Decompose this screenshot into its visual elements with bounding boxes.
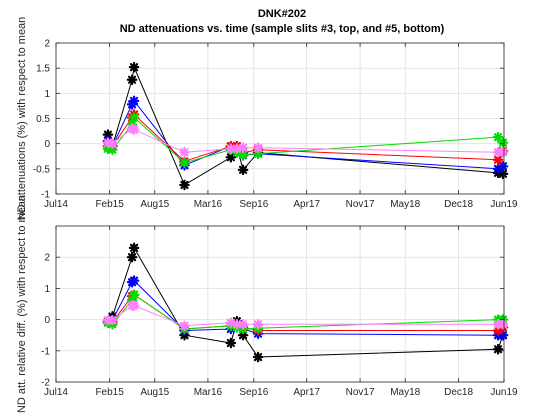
data-point xyxy=(252,142,264,153)
y-axis-label: ND att. relative diff. (%) with respect … xyxy=(16,195,28,413)
data-point xyxy=(128,242,140,254)
data-point xyxy=(252,318,264,330)
data-point xyxy=(492,343,504,355)
data-point xyxy=(128,275,140,286)
chart-title-line1: DNK#202 xyxy=(258,8,306,20)
plot-area xyxy=(56,226,504,382)
data-point xyxy=(225,337,237,349)
x-tick-label: Dec18 xyxy=(444,387,473,398)
data-point xyxy=(128,289,140,300)
x-tick-label: Mar16 xyxy=(194,387,223,398)
data-point xyxy=(107,144,118,156)
axes-box xyxy=(55,225,505,383)
data-point xyxy=(497,137,509,148)
y-tick-label: 0.5 xyxy=(36,114,50,125)
y-tick-label: 1 xyxy=(44,284,50,295)
x-tick-label: Feb15 xyxy=(95,199,124,210)
data-point xyxy=(179,320,190,332)
x-tick-label: Feb15 xyxy=(95,387,124,398)
x-tick-label: Aug15 xyxy=(140,387,169,398)
series-5 xyxy=(102,123,509,158)
data-point xyxy=(107,314,118,326)
x-tick-label: Jun19 xyxy=(490,387,518,398)
x-tick-label: Aug15 xyxy=(140,199,169,210)
data-point xyxy=(128,124,140,135)
x-tick-label: Jul14 xyxy=(44,199,68,210)
y-tick-label: 0 xyxy=(44,139,50,150)
y-axis-label: ND attenuations (%) with respect to mean xyxy=(16,17,28,221)
y-tick-label: 2 xyxy=(44,253,50,264)
data-point xyxy=(128,112,140,123)
y-tick-label: 1.5 xyxy=(36,64,50,75)
y-tick-label: -1 xyxy=(41,190,50,201)
data-point xyxy=(252,351,264,363)
data-point xyxy=(128,300,140,311)
x-tick-label: Apr17 xyxy=(293,387,320,398)
data-point xyxy=(237,164,249,176)
series-5 xyxy=(102,300,509,332)
chart-title-line2: ND attenuations vs. time (sample slits #… xyxy=(120,23,445,35)
x-tick-label: Apr17 xyxy=(293,199,320,210)
y-tick-label: -1 xyxy=(41,346,50,357)
data-point xyxy=(492,154,504,166)
data-point xyxy=(237,149,249,161)
x-tick-label: Dec18 xyxy=(444,199,473,210)
data-point xyxy=(497,318,509,330)
data-point xyxy=(497,146,509,158)
data-point xyxy=(179,157,190,169)
y-tick-label: 1 xyxy=(44,89,50,100)
x-tick-label: Jul14 xyxy=(44,387,68,398)
data-point xyxy=(231,318,243,330)
y-tick-label: -2 xyxy=(41,378,50,389)
data-point xyxy=(237,142,249,153)
x-tick-label: Jun19 xyxy=(490,199,518,210)
y-tick-label: -0.5 xyxy=(33,164,51,175)
data-point xyxy=(179,179,190,191)
x-tick-label: Nov17 xyxy=(346,199,375,210)
data-point xyxy=(107,138,118,149)
data-point xyxy=(237,318,249,330)
x-tick-label: Mar16 xyxy=(194,199,223,210)
x-tick-label: May18 xyxy=(390,387,420,398)
x-tick-label: Sep16 xyxy=(239,387,268,398)
data-point xyxy=(128,61,140,73)
data-point xyxy=(126,74,138,86)
data-point xyxy=(126,251,138,263)
data-point xyxy=(179,146,190,158)
panel-top: Jul14 Feb15 Aug15 Mar16 Sep16 Apr17 Nov17 May18… xyxy=(16,17,518,221)
panel-bottom: Jul14 Feb15 Aug15 Mar16 Sep16 Apr17 Nov17 May18… xyxy=(16,195,518,413)
y-tick-label: 0 xyxy=(44,315,50,326)
x-tick-label: Nov17 xyxy=(346,387,375,398)
data-point xyxy=(128,95,140,107)
data-point xyxy=(497,161,509,172)
x-tick-label: Sep16 xyxy=(239,199,268,210)
x-tick-label: May18 xyxy=(390,199,420,210)
y-tick-label: 2 xyxy=(44,39,50,50)
